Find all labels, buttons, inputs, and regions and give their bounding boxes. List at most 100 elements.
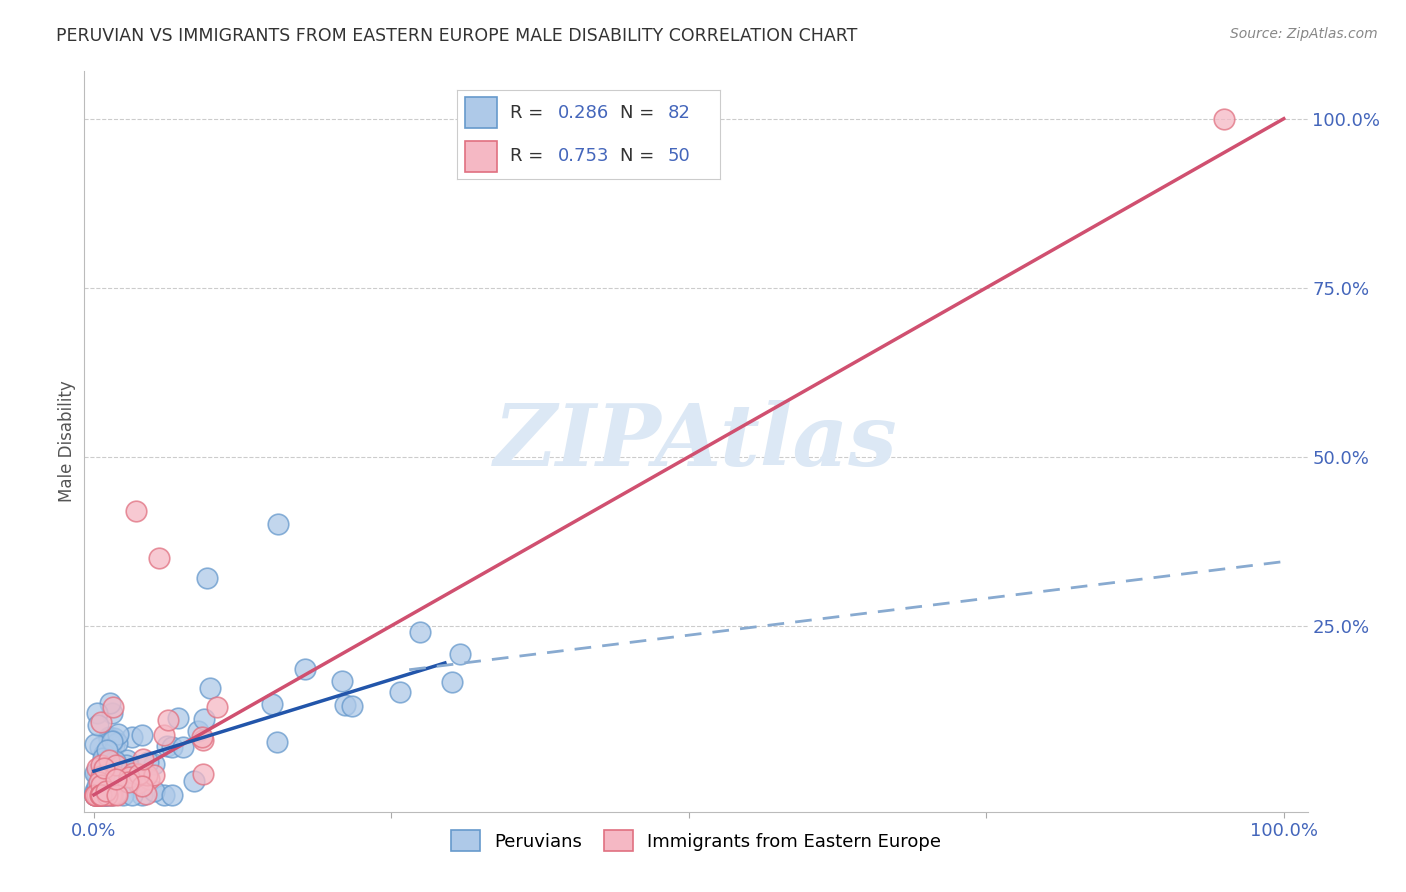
Point (90, 778, 112, 792)
Point (104, 769, 127, 783)
Point (388, 685, 411, 699)
Point (142, 784, 165, 798)
Point (100, 788, 122, 802)
Point (101, 699, 124, 714)
Point (131, 780, 153, 794)
Point (84, 788, 107, 802)
Point (103, 739, 125, 754)
Point (1213, 112, 1236, 126)
Point (294, 662, 316, 676)
Point (86, 788, 108, 802)
Point (121, 788, 143, 802)
Point (90, 788, 112, 802)
Point (449, 648, 471, 662)
Point (118, 769, 141, 783)
Point (93, 768, 115, 782)
Point (128, 767, 150, 781)
Point (94, 784, 117, 798)
Point (89, 788, 111, 802)
Point (89, 739, 111, 754)
Point (121, 765, 143, 780)
Point (98, 730, 121, 744)
Point (84, 788, 107, 802)
Point (124, 504, 146, 518)
Point (131, 788, 153, 802)
Point (172, 740, 194, 755)
Point (160, 739, 183, 754)
Point (187, 724, 209, 739)
Point (98, 756, 121, 770)
Point (153, 728, 176, 742)
Point (135, 787, 157, 801)
Point (193, 712, 215, 726)
Point (89, 775, 111, 789)
Legend: Peruvians, Immigrants from Eastern Europe: Peruvians, Immigrants from Eastern Europ… (444, 823, 948, 858)
Point (118, 770, 141, 784)
Point (93, 765, 115, 780)
Point (98, 697, 121, 711)
Point (93, 761, 115, 775)
Point (441, 675, 464, 690)
Point (97, 732, 120, 747)
Point (89, 788, 111, 802)
Point (84, 788, 107, 802)
Point (117, 754, 139, 768)
Point (91, 788, 114, 802)
Y-axis label: Male Disability: Male Disability (58, 381, 76, 502)
Point (93, 759, 115, 773)
Point (96, 788, 118, 802)
Point (115, 758, 138, 772)
Point (87, 718, 110, 732)
Point (153, 788, 176, 802)
Point (105, 772, 128, 786)
Point (101, 788, 124, 802)
Point (84, 737, 107, 751)
Point (195, 571, 218, 585)
Point (90, 714, 112, 729)
Point (332, 674, 354, 689)
Point (100, 733, 122, 747)
Point (333, 698, 356, 713)
Text: Source: ZipAtlas.com: Source: ZipAtlas.com (1230, 27, 1378, 41)
Point (409, 625, 432, 640)
Point (148, 551, 170, 566)
Point (98, 741, 121, 756)
Point (94, 783, 117, 797)
Point (96, 788, 118, 802)
Point (86, 788, 108, 802)
Point (105, 787, 128, 801)
Point (162, 788, 184, 802)
Point (135, 768, 157, 782)
Point (156, 739, 179, 753)
Point (84, 788, 107, 802)
Point (90, 758, 112, 772)
Point (100, 788, 122, 802)
Point (117, 775, 139, 789)
Point (138, 772, 160, 787)
Point (84, 788, 107, 802)
Point (136, 755, 159, 769)
Point (93, 788, 115, 802)
Point (104, 754, 127, 768)
Point (104, 758, 127, 772)
Point (142, 768, 165, 782)
Point (191, 730, 214, 744)
Point (121, 762, 143, 776)
Point (86, 761, 108, 775)
Point (86, 784, 108, 798)
Point (267, 517, 290, 532)
Point (127, 776, 149, 790)
Point (143, 757, 166, 772)
Point (342, 698, 364, 713)
Point (96, 743, 118, 757)
Point (86, 788, 108, 802)
Point (91, 751, 114, 765)
Point (86, 779, 108, 793)
Point (107, 727, 129, 741)
Point (93, 747, 115, 761)
Point (105, 736, 128, 750)
Point (86, 706, 108, 720)
Point (132, 752, 155, 766)
Point (167, 711, 190, 725)
Point (107, 774, 129, 789)
